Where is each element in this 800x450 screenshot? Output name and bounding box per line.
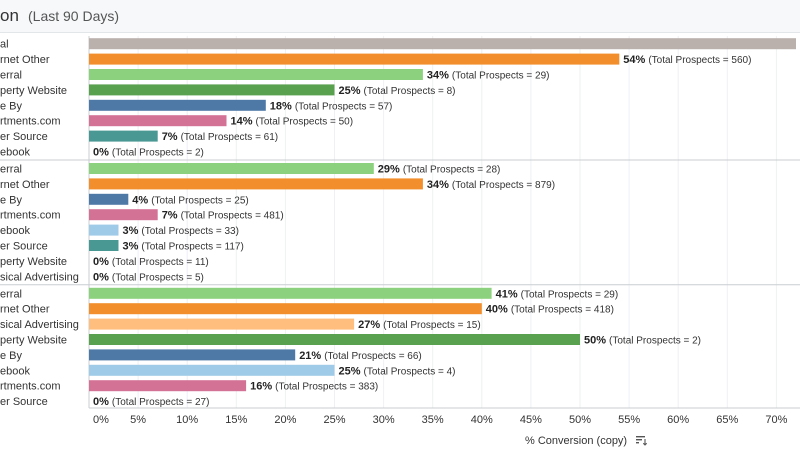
bar-2-3 (89, 334, 580, 345)
sort-icon[interactable] (636, 436, 648, 446)
bar-2-0 (89, 287, 492, 299)
data-label: 14% (Total Prospects = 50) (231, 116, 354, 128)
data-label: 3% (Total Prospects = 33) (123, 225, 239, 237)
bar-2-1 (89, 303, 482, 315)
data-label: 34% (Total Prospects = 29) (427, 70, 550, 82)
category-label: er Source (0, 396, 48, 408)
bar-2-5 (89, 364, 335, 376)
category-label: rnet Other (0, 304, 50, 316)
data-label: 0% (Total Prospects = 27) (93, 396, 209, 408)
data-label: 50% (Total Prospects = 2) (584, 335, 701, 347)
bar-0-0 (89, 38, 796, 50)
data-label: 21% (Total Prospects = 66) (299, 350, 422, 362)
bar-0-6 (89, 130, 158, 142)
category-label: e By (0, 100, 23, 112)
data-label: 3% (Total Prospects = 117) (123, 241, 244, 253)
bar-0-1 (89, 53, 620, 65)
category-label: erral (0, 164, 22, 176)
data-label: 27% (Total Prospects = 15) (358, 319, 481, 331)
data-label: 25% (Total Prospects = 4) (339, 365, 456, 377)
bar-0-4 (89, 99, 266, 111)
category-label: al (0, 39, 9, 51)
x-tick-label: 40% (471, 414, 493, 426)
group-separators (0, 159, 800, 286)
data-label: 18% (Total Prospects = 57) (270, 100, 393, 112)
data-label: 29% (Total Prospects = 28) (378, 164, 501, 176)
x-axis: 0% 5% 10% 15% 20% 25% 30% 35% 40% 45% 50% 55% 60% 65%… (89, 407, 800, 447)
category-label: perty Website (0, 85, 67, 97)
category-label: ebook (0, 147, 30, 159)
data-label: 4% (Total Prospects = 25) (132, 194, 248, 206)
bar-1-0 (89, 163, 374, 174)
data-label: 41% (Total Prospects = 29) (496, 288, 619, 300)
category-label: rtments.com (0, 210, 61, 222)
bar-0-2 (89, 69, 423, 80)
data-label: 54% (Total Prospects = 560) (623, 54, 751, 66)
category-label: er Source (0, 131, 48, 143)
category-label: sical Advertising (0, 271, 79, 283)
category-label: rtments.com (0, 381, 61, 393)
data-label: 34% (Total Prospects = 879) (427, 179, 555, 191)
x-tick-label: 5% (130, 414, 146, 426)
category-labels: al rnet Other erral perty Website e By rtment… (0, 39, 79, 408)
chart-title: on (0, 6, 19, 25)
x-axis-title: % Conversion (copy) (525, 435, 627, 447)
category-label: ebook (0, 365, 30, 377)
bar-1-1 (89, 178, 423, 190)
data-label: 7% (Total Prospects = 481) (162, 210, 284, 222)
category-label: rnet Other (0, 179, 50, 191)
category-label: rnet Other (0, 54, 50, 66)
category-label: perty Website (0, 256, 67, 268)
bar-1-2 (89, 193, 129, 205)
bar-2-4 (89, 349, 296, 361)
bar-0-3 (89, 84, 335, 96)
category-label: erral (0, 288, 22, 300)
grid-lines (88, 36, 777, 408)
x-tick-label: 35% (422, 414, 444, 426)
data-label: 25% (Total Prospects = 8) (339, 85, 456, 97)
bar-1-4 (89, 224, 119, 236)
category-label: sical Advertising (0, 319, 79, 331)
x-tick-label: 45% (520, 414, 542, 426)
bars (89, 38, 796, 392)
x-tick-label: 20% (274, 414, 296, 426)
bar-2-6 (89, 380, 247, 392)
value-labels: 54% (Total Prospects = 560) 34% (Total Pros… (93, 54, 751, 408)
x-tick-label: 65% (716, 414, 738, 426)
category-label: erral (0, 70, 22, 82)
chart-subtitle: (Last 90 Days) (28, 8, 120, 24)
x-tick-label: 25% (323, 414, 345, 426)
bar-1-5 (89, 240, 119, 251)
category-label: rtments.com (0, 116, 61, 128)
x-tick-label: 15% (225, 414, 247, 426)
x-tick-label: 60% (667, 414, 689, 426)
x-tick-label: 55% (618, 414, 640, 426)
chart-title-bar: on (Last 90 Days) (0, 0, 800, 33)
category-label: perty Website (0, 335, 67, 347)
bar-2-2 (89, 318, 355, 330)
x-tick-label: 70% (765, 414, 787, 426)
x-tick-label: 30% (373, 414, 395, 426)
category-label: ebook (0, 225, 30, 237)
data-label: 7% (Total Prospects = 61) (162, 131, 278, 143)
data-label: 0% (Total Prospects = 11) (93, 256, 209, 268)
data-label: 40% (Total Prospects = 418) (486, 304, 614, 316)
x-tick-label: 10% (176, 414, 198, 426)
bar-0-5 (89, 115, 227, 127)
data-label: 0% (Total Prospects = 5) (93, 271, 204, 283)
category-label: er Source (0, 241, 48, 253)
data-label: 0% (Total Prospects = 2) (93, 147, 204, 159)
x-tick-label: 50% (569, 414, 591, 426)
x-tick-label: 0% (93, 414, 109, 426)
category-label: e By (0, 350, 23, 362)
data-label: 16% (Total Prospects = 383) (250, 381, 378, 393)
category-label: e By (0, 194, 23, 206)
bar-1-3 (89, 209, 158, 221)
